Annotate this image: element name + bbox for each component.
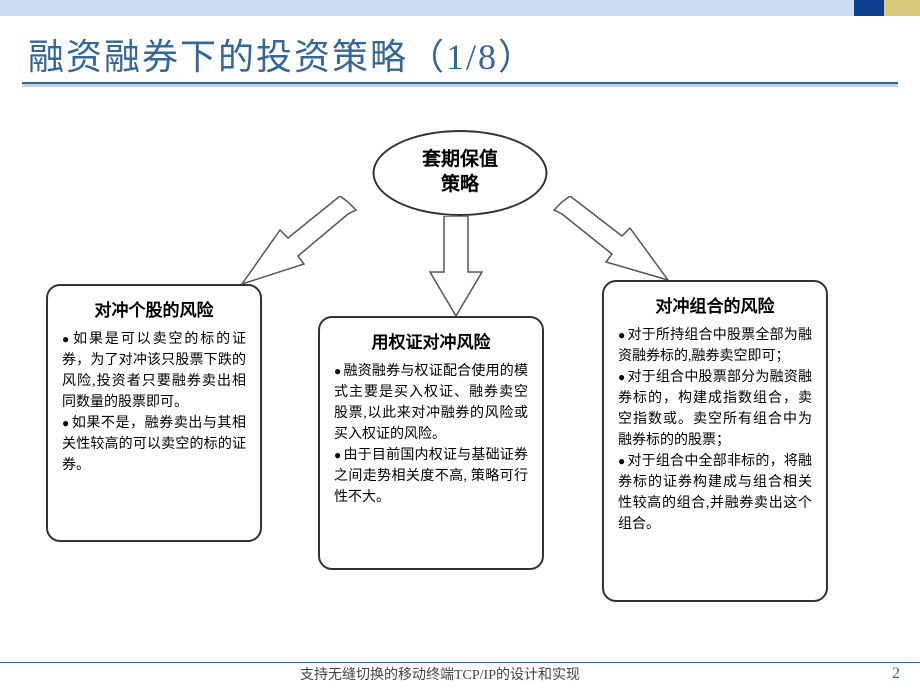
box-left-body: 如果是可以卖空的标的证券，为了对冲该只股票下跌的风险,投资者只要融券卖出相同数量… <box>62 329 246 476</box>
bullet: 如果是可以卖空的标的证券，为了对冲该只股票下跌的风险,投资者只要融券卖出相同数量… <box>62 329 246 413</box>
oval-line1: 套期保值 <box>422 148 498 173</box>
footer: 支持无缝切换的移动终端TCP/IP的设计和实现 2 <box>0 662 920 684</box>
box-hedge-portfolio: 对冲组合的风险 对于所持组合中股票全部为融资融券标的,融券卖空即可； 对于组合中… <box>602 280 828 602</box>
box-left-title: 对冲个股的风险 <box>62 296 246 321</box>
bullet: 对于所持组合中股票全部为融资融券标的,融券卖空即可； <box>618 325 812 367</box>
footer-text: 支持无缝切换的移动终端TCP/IP的设计和实现 <box>20 664 860 684</box>
box-right-body: 对于所持组合中股票全部为融资融券标的,融券卖空即可； 对于组合中股票部分为融资融… <box>618 325 812 535</box>
title-underline-shadow <box>22 84 898 87</box>
bullet: 对于组合中全部非标的，将融券标的证券构建成与组合相关性较高的组合,并融券卖出这个… <box>618 451 812 535</box>
topbar-segment-light <box>0 0 854 16</box>
oval-line2: 策略 <box>441 173 479 198</box>
arrow-left <box>178 196 358 292</box>
bullet: 如果不是，融券卖出与其相关性较高的可以卖空的标的证券。 <box>62 413 246 476</box>
box-center-body: 融资融券与权证配合使用的模式主要是买入权证、融券卖空股票,以此来对冲融券的风险或… <box>334 361 528 508</box>
central-oval: 套期保值 策略 <box>373 130 548 216</box>
bullet: 对于组合中股票部分为融资融券标的，构建成指数组合，卖空指数或。卖空所有组合中为融… <box>618 367 812 451</box>
bullet: 融资融券与权证配合使用的模式主要是买入权证、融券卖空股票,以此来对冲融券的风险或… <box>334 361 528 445</box>
arrow-center <box>426 216 486 316</box>
topbar <box>0 0 920 16</box>
page-title: 融资融券下的投资策略（1/8） <box>28 28 536 80</box>
footer-page: 2 <box>860 665 900 683</box>
arrow-right <box>552 196 732 286</box>
box-hedge-warrant: 用权证对冲风险 融资融券与权证配合使用的模式主要是买入权证、融券卖空股票,以此来… <box>318 316 544 570</box>
topbar-segment-dark <box>854 0 884 16</box>
box-right-title: 对冲组合的风险 <box>618 292 812 317</box>
topbar-segment-gold <box>884 0 920 16</box>
box-hedge-stock: 对冲个股的风险 如果是可以卖空的标的证券，为了对冲该只股票下跌的风险,投资者只要… <box>46 284 262 542</box>
bullet: 由于目前国内权证与基础证券之间走势相关度不高, 策略可行性不大。 <box>334 445 528 508</box>
box-center-title: 用权证对冲风险 <box>334 328 528 353</box>
